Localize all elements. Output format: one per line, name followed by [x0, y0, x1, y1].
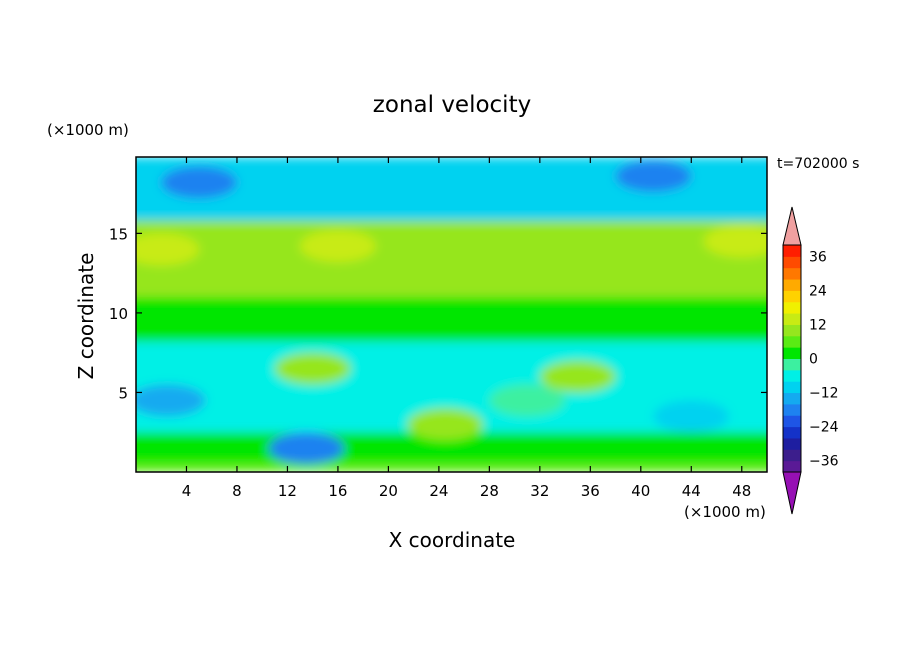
colorbar-extend-low [782, 471, 802, 515]
field-feature-10 [489, 384, 566, 417]
x-tick-label: 20 [379, 482, 398, 500]
field-feature-4 [268, 432, 345, 465]
plot-frame [135, 156, 768, 473]
chart-title: zonal velocity [373, 92, 531, 118]
colorbar-segment [783, 290, 801, 303]
x-tick-label: 28 [480, 482, 499, 500]
field-band-0 [136, 462, 767, 472]
x-tick-label: 16 [328, 482, 347, 500]
y-unit-label: (×1000 m) [47, 121, 129, 139]
colorbar-segment [783, 403, 801, 416]
field-feature-6 [615, 160, 692, 193]
y-tick-label: 10 [109, 305, 128, 323]
colorbar-segment [783, 369, 801, 382]
x-tick-label: 48 [732, 482, 751, 500]
colorbar-tick-label: 24 [809, 283, 827, 299]
colorbar-extend-high [782, 206, 802, 246]
x-tick-label: 24 [429, 482, 448, 500]
field-feature-9 [703, 225, 767, 258]
colorbar-segment [783, 392, 801, 405]
x-axis-label: X coordinate [389, 528, 516, 552]
colorbar-segment [783, 301, 801, 314]
colorbar-segment [783, 415, 801, 428]
colorbar-segment [783, 426, 801, 439]
colorbar-tick-label: −24 [809, 420, 839, 436]
heatmap-field [136, 157, 767, 472]
colorbar-tick-label: −36 [809, 454, 839, 470]
field-feature-11 [653, 400, 730, 433]
colorbar-segment [783, 245, 801, 257]
colorbar-tick-label: 12 [809, 317, 827, 333]
colorbar-frame [782, 244, 802, 473]
x-tick-label: 36 [581, 482, 600, 500]
field-feature-8 [136, 233, 200, 266]
field-feature-5 [161, 166, 238, 199]
field-band-3 [136, 297, 767, 342]
x-tick-label: 44 [682, 482, 701, 500]
colorbar-segment [783, 381, 801, 394]
y-axis-label: Z coordinate [74, 253, 98, 380]
x-tick-label: 12 [278, 482, 297, 500]
y-axis: 5 10 15 [109, 225, 767, 402]
colorbar-segment [783, 256, 801, 269]
colorbar-segment [783, 279, 801, 291]
colorbar-tick-label: 36 [809, 249, 827, 265]
y-tick-label: 5 [118, 384, 128, 402]
colorbar-segment [783, 267, 801, 280]
colorbar-segment [783, 347, 801, 359]
x-axis: 4 8 12 16 20 24 28 32 36 40 44 48 [182, 157, 751, 500]
x-tick-label: 40 [631, 482, 650, 500]
colorbar-segment [783, 324, 801, 337]
colorbar-segment [783, 313, 801, 325]
y-tick-label: 15 [109, 225, 128, 243]
colorbar: 36 24 12 0 −12 −24 −36 [782, 206, 839, 515]
field-feature-2 [407, 408, 484, 441]
colorbar-segment [783, 449, 801, 462]
x-tick-label: 32 [530, 482, 549, 500]
x-tick-label: 4 [182, 482, 192, 500]
colorbar-segment [783, 335, 801, 348]
field-band-4 [136, 220, 767, 297]
time-label: t=702000 s [777, 156, 859, 172]
colorbar-tick-label: 0 [809, 352, 818, 368]
field-feature-7 [299, 230, 376, 263]
field-feature-0 [136, 384, 206, 417]
x-unit-label: (×1000 m) [684, 503, 766, 521]
colorbar-segment [783, 460, 801, 473]
field-feature-3 [539, 360, 616, 393]
field-feature-1 [274, 352, 351, 385]
x-tick-label: 8 [232, 482, 242, 500]
colorbar-segment [783, 437, 801, 450]
colorbar-segment [783, 358, 801, 371]
colorbar-tick-label: −12 [809, 386, 839, 402]
